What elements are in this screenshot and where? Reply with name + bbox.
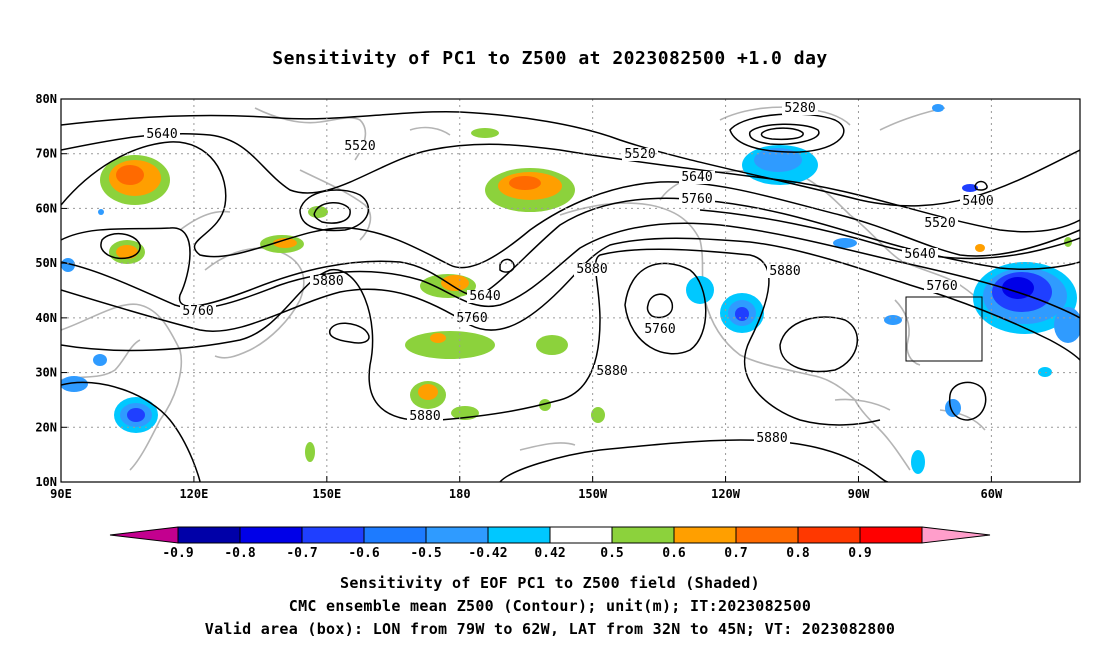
contour-label: 5760 <box>926 279 957 294</box>
contour-label-bg <box>144 128 180 141</box>
contour-label: 5520 <box>924 216 955 231</box>
colorbar-left-arrow <box>109 526 179 544</box>
colorbar-right-arrow <box>921 526 991 544</box>
contour-label-bg <box>622 148 658 161</box>
colorbar-label: -0.9 <box>162 546 193 561</box>
lon-label: 90W <box>848 487 870 501</box>
contour-label-bg <box>767 265 803 278</box>
contour-label-bg <box>180 305 216 318</box>
colorbar-label: -0.42 <box>468 546 507 561</box>
contour-label-bg <box>594 365 630 378</box>
chart-title: Sensitivity of PC1 to Z500 at 2023082500… <box>272 48 828 69</box>
contour-label-bg <box>467 290 503 303</box>
contour-label-bg <box>754 432 790 445</box>
colorbar-box <box>177 526 241 544</box>
contour-label-bg <box>574 263 610 276</box>
contour-label: 5880 <box>756 431 787 446</box>
gridlines <box>61 99 1080 482</box>
coastlines <box>61 106 991 471</box>
contour-label: 5880 <box>576 262 607 277</box>
contour-label-bg <box>902 248 938 261</box>
colorbar-label: 0.6 <box>662 546 686 561</box>
contour-label: 5640 <box>681 170 712 185</box>
lon-label: 60W <box>981 487 1003 501</box>
lat-label: 70N <box>35 147 57 161</box>
colorbar-box <box>425 526 489 544</box>
colorbar-label: 0.42 <box>534 546 565 561</box>
contour-label-bg <box>679 171 715 184</box>
contour-label-bg <box>407 410 443 423</box>
colorbar-label: 0.8 <box>786 546 810 561</box>
contour-label-bg <box>679 193 715 206</box>
valid-area-box <box>905 296 983 362</box>
contour-label-bg <box>642 323 678 336</box>
colorbar-label: -0.6 <box>348 546 379 561</box>
colorbar-box <box>611 526 675 544</box>
plot-frame <box>60 98 1081 483</box>
contour-label: 5880 <box>596 364 627 379</box>
lat-label: 80N <box>35 92 57 106</box>
caption-valid-area: Valid area (box): LON from 79W to 62W, L… <box>204 620 896 638</box>
contour-label: 5640 <box>904 247 935 262</box>
caption-contour: CMC ensemble mean Z500 (Contour); unit(m… <box>288 597 812 615</box>
colorbar-label: 0.5 <box>600 546 623 561</box>
colorbar-box <box>239 526 303 544</box>
colorbar-box <box>363 526 427 544</box>
caption-shaded: Sensitivity of EOF PC1 to Z500 field (Sh… <box>340 574 760 592</box>
contour-label: 5640 <box>146 127 177 142</box>
lat-label: 50N <box>35 256 57 270</box>
colorbar-box <box>301 526 365 544</box>
contour-label: 5760 <box>644 322 675 337</box>
colorbar-label: 0.9 <box>848 546 871 561</box>
contour-label: 5880 <box>769 264 800 279</box>
lon-label: 120W <box>711 487 741 501</box>
contour-label: 5640 <box>469 289 500 304</box>
colorbar-box <box>859 526 923 544</box>
contour-labels: 5280 5400 5520 5520 5520 5640 5640 5640 5640 5760… <box>144 101 996 446</box>
contour-label-bg <box>310 275 346 288</box>
contour-label: 5520 <box>624 147 655 162</box>
lat-label: 60N <box>35 201 57 215</box>
colorbar-box <box>673 526 737 544</box>
contour-label-bg <box>924 280 960 293</box>
contour-label: 5400 <box>962 194 993 209</box>
colorbar-box <box>549 526 613 544</box>
contour-label-bg <box>782 102 818 115</box>
lon-label: 150W <box>578 487 608 501</box>
lat-label: 30N <box>35 366 57 380</box>
lon-label: 150E <box>312 487 341 501</box>
colorbar-box <box>797 526 861 544</box>
contour-label: 5760 <box>681 192 712 207</box>
colorbar: -0.9 -0.8 -0.7 -0.6 -0.5 -0.42 0.42 0.5 0.6 0.7 0.… <box>109 526 991 561</box>
colorbar-box <box>487 526 551 544</box>
colorbar-label: -0.7 <box>286 546 317 561</box>
contour-label: 5880 <box>312 274 343 289</box>
contour-label: 5520 <box>344 139 375 154</box>
contour-label-bg <box>454 312 490 325</box>
lat-label: 20N <box>35 420 57 434</box>
contour-label: 5280 <box>784 101 815 116</box>
contour-label-bg <box>922 217 958 230</box>
contour-label-bg <box>342 140 378 153</box>
sensitivity-shading <box>61 104 1080 474</box>
colorbar-label: -0.5 <box>410 546 441 561</box>
lat-label: 40N <box>35 311 57 325</box>
contour-label: 5760 <box>456 311 487 326</box>
lat-label: 10N <box>35 475 57 489</box>
axis-labels: 90E 120E 150E 180 150W 120W 90W 60W 80N 70N 60N 50N… <box>35 92 1003 501</box>
contour-label-bg <box>960 195 996 208</box>
colorbar-label: 0.7 <box>724 546 747 561</box>
lon-label: 180 <box>449 487 471 501</box>
colorbar-label: -0.8 <box>224 546 255 561</box>
lon-label: 90E <box>50 487 72 501</box>
contour-label: 5880 <box>409 409 440 424</box>
lon-label: 120E <box>179 487 208 501</box>
colorbar-box <box>735 526 799 544</box>
contour-label: 5760 <box>182 304 213 319</box>
